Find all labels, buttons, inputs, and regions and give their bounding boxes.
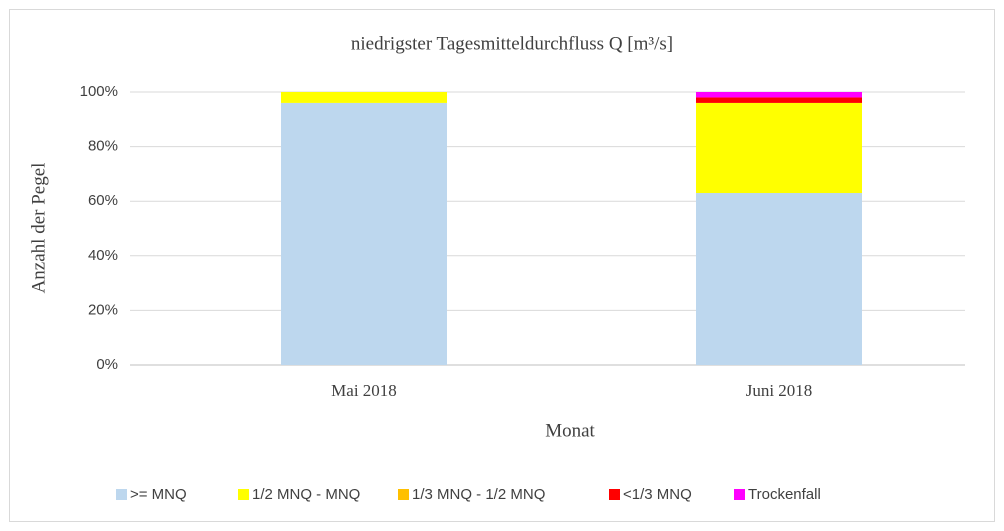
bar-segment: [696, 97, 862, 103]
bar-segment: [696, 102, 862, 194]
y-tick-label: 0%: [96, 356, 118, 373]
y-tick-label: 20%: [88, 301, 118, 318]
legend-swatch: [734, 489, 745, 500]
y-axis-label: Anzahl der Pegel: [28, 163, 49, 294]
legend-swatch: [116, 489, 127, 500]
legend-swatch: [238, 489, 249, 500]
y-tick-label: 60%: [88, 192, 118, 209]
chart-title: niedrigster Tagesmitteldurchfluss Q [m³/…: [351, 33, 673, 54]
legend-swatch: [609, 489, 620, 500]
bar-segment: [696, 92, 862, 98]
x-tick-label: Juni 2018: [746, 381, 813, 400]
legend-label: <1/3 MNQ: [623, 486, 692, 503]
legend-swatch: [398, 489, 409, 500]
x-tick-label: Mai 2018: [331, 381, 397, 400]
legend-label: 1/3 MNQ - 1/2 MNQ: [412, 486, 545, 503]
y-tick-label: 40%: [88, 247, 118, 264]
bar-segment: [281, 92, 447, 103]
y-tick-label: 100%: [80, 83, 118, 100]
y-tick-label: 80%: [88, 138, 118, 155]
legend-label: >= MNQ: [130, 486, 187, 503]
x-axis-label: Monat: [545, 420, 595, 441]
legend-label: Trockenfall: [748, 486, 821, 503]
bar-segment: [696, 193, 862, 365]
bar-segment: [281, 102, 447, 366]
legend-label: 1/2 MNQ - MNQ: [252, 486, 360, 503]
